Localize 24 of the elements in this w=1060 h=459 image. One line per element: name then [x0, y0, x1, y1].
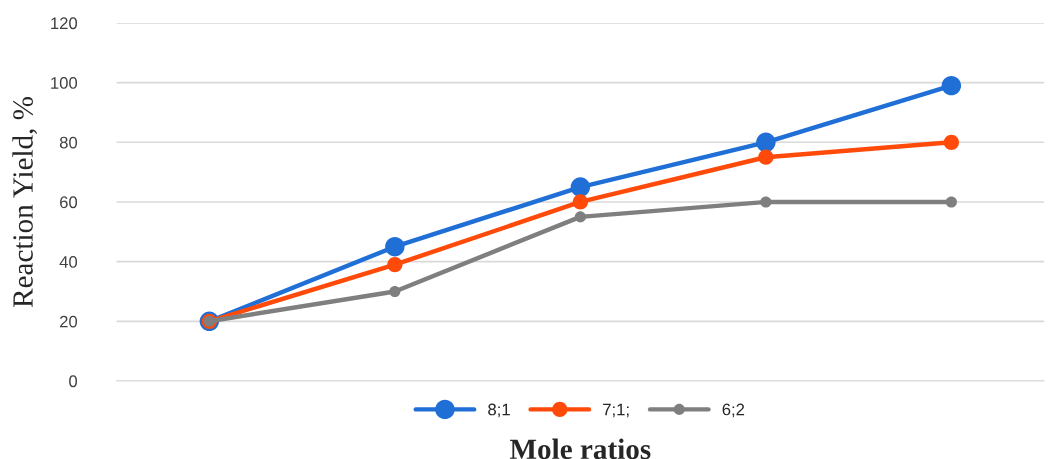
point: [945, 196, 957, 208]
x-axis-title: Mole ratios: [509, 438, 651, 459]
point: [570, 177, 591, 197]
y-tick-label: 100: [51, 77, 78, 89]
point: [387, 256, 403, 273]
y-tick-label: 20: [60, 315, 78, 328]
point: [574, 211, 586, 223]
point: [941, 75, 962, 96]
point: [572, 194, 588, 210]
y-tick-label: 60: [60, 196, 78, 209]
y-tick-label: 0: [69, 375, 78, 388]
legend-label: 8;1: [488, 403, 510, 418]
y-tick-label: 40: [59, 256, 78, 268]
point: [758, 149, 774, 165]
legend-label: 6;2: [722, 403, 745, 418]
point: [385, 236, 405, 257]
y-tick-label: 80: [59, 136, 78, 149]
y-axis-title: Reaction Yield, %: [12, 96, 38, 308]
legend-label: 7;1;: [603, 403, 629, 418]
point: [389, 285, 401, 298]
point: [943, 134, 959, 150]
y-tick-label: 120: [51, 17, 78, 30]
point: [756, 132, 776, 153]
point: [760, 196, 772, 208]
